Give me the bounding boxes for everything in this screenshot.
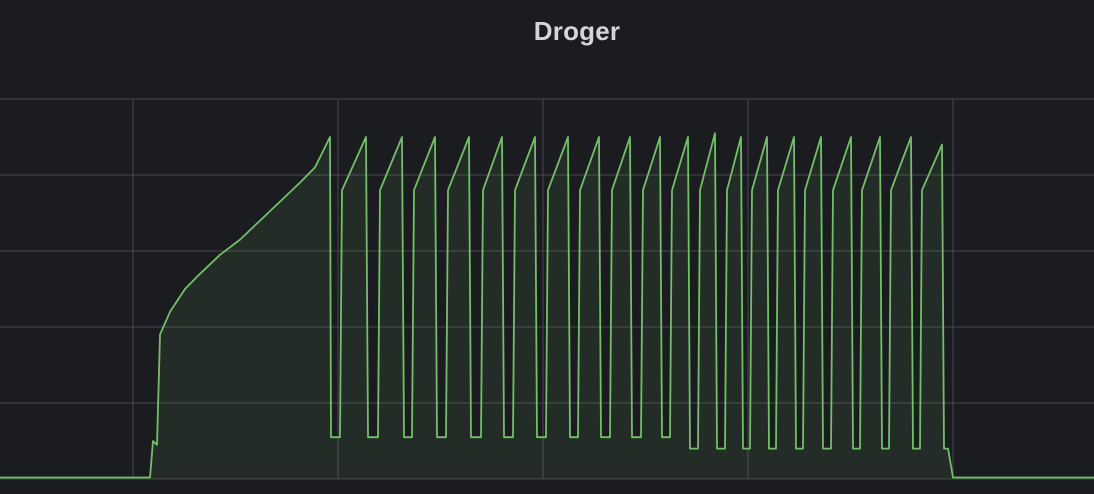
chart-panel: Droger	[0, 0, 1094, 494]
chart-plot[interactable]	[0, 0, 1094, 494]
